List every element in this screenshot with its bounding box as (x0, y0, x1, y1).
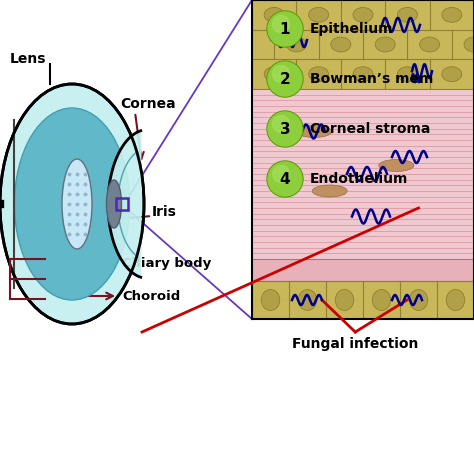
Circle shape (267, 161, 303, 197)
Ellipse shape (107, 180, 121, 228)
Ellipse shape (372, 290, 391, 310)
Text: 4: 4 (280, 172, 290, 186)
Text: Epithelium: Epithelium (310, 22, 393, 36)
Ellipse shape (464, 37, 474, 52)
Circle shape (268, 62, 302, 96)
Circle shape (267, 111, 303, 147)
Ellipse shape (312, 185, 347, 197)
Text: 1: 1 (280, 21, 290, 36)
Ellipse shape (446, 290, 465, 310)
Ellipse shape (14, 108, 129, 300)
Text: Choroid: Choroid (122, 290, 180, 302)
Ellipse shape (261, 290, 280, 310)
Ellipse shape (309, 8, 328, 22)
Text: Endothelium: Endothelium (310, 172, 409, 186)
Ellipse shape (286, 37, 306, 52)
Ellipse shape (419, 37, 439, 52)
Circle shape (268, 12, 302, 46)
Ellipse shape (331, 37, 351, 52)
Text: Lens: Lens (10, 52, 46, 66)
Ellipse shape (353, 67, 373, 82)
Bar (252, 259, 474, 281)
Text: Iris: Iris (152, 205, 177, 219)
Text: Fungal infection: Fungal infection (292, 337, 419, 351)
Ellipse shape (379, 159, 414, 172)
Polygon shape (108, 131, 141, 277)
Ellipse shape (353, 8, 373, 22)
Text: Bowman’s mem: Bowman’s mem (310, 72, 433, 86)
Text: Corneal stroma: Corneal stroma (310, 122, 430, 136)
Bar (252, 281, 474, 319)
Circle shape (273, 65, 290, 82)
Ellipse shape (375, 37, 395, 52)
Circle shape (268, 112, 302, 146)
Circle shape (268, 162, 302, 196)
Ellipse shape (264, 67, 284, 82)
Circle shape (267, 11, 303, 47)
Ellipse shape (264, 8, 284, 22)
Ellipse shape (442, 8, 462, 22)
Ellipse shape (309, 67, 328, 82)
Text: Ciliary body: Ciliary body (122, 257, 211, 271)
Bar (252, 0, 474, 89)
Circle shape (273, 116, 290, 133)
Text: 2: 2 (280, 72, 291, 86)
Ellipse shape (442, 67, 462, 82)
Circle shape (273, 16, 290, 33)
Bar (252, 0, 474, 319)
Bar (116, 198, 128, 210)
Text: 3: 3 (280, 121, 290, 137)
Ellipse shape (297, 126, 332, 137)
Ellipse shape (397, 67, 418, 82)
Ellipse shape (335, 290, 354, 310)
Circle shape (273, 165, 290, 182)
Bar (252, 89, 474, 259)
Text: Cornea: Cornea (120, 97, 176, 111)
Ellipse shape (409, 290, 428, 310)
Circle shape (267, 61, 303, 97)
Ellipse shape (0, 84, 144, 324)
Ellipse shape (397, 8, 418, 22)
Ellipse shape (62, 159, 92, 249)
Ellipse shape (298, 290, 317, 310)
